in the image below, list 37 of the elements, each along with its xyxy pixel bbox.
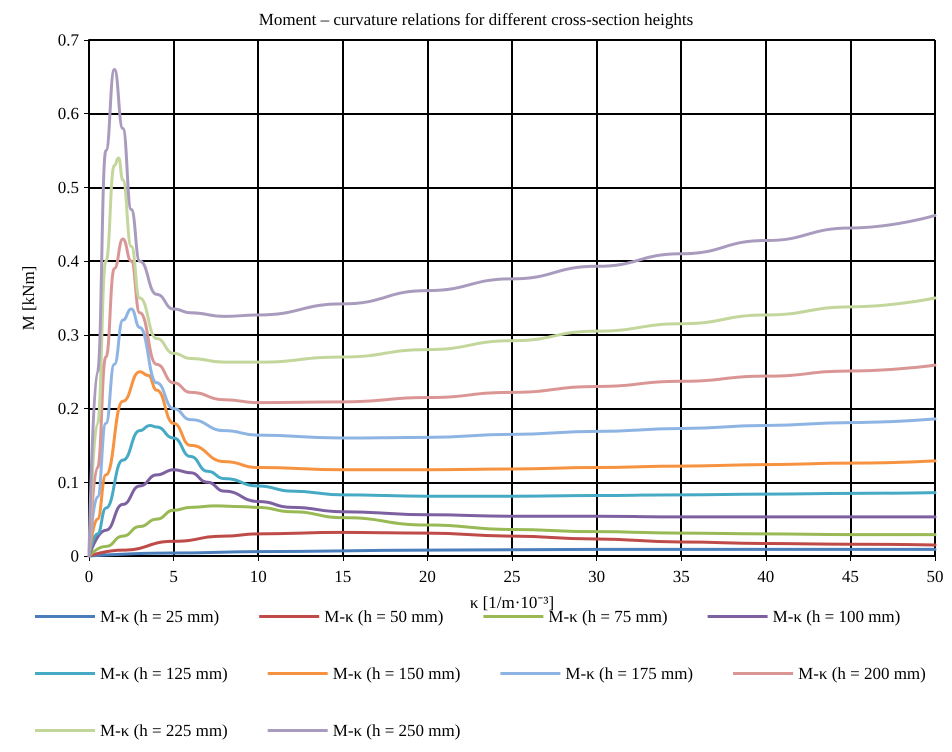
y-tick-label: 0.1 <box>58 472 79 492</box>
x-tick-label: 15 <box>334 567 352 586</box>
x-axis-title: κ [1/m·10⁻³] <box>470 593 554 612</box>
legend-label: M-κ (h = 125 mm) <box>100 664 228 683</box>
y-tick-label: 0.2 <box>58 399 79 418</box>
y-tick-label: 0 <box>70 546 79 566</box>
legend-label: M-κ (h = 175 mm) <box>565 664 694 683</box>
legend-label: M-κ (h = 25 mm) <box>100 607 220 626</box>
x-tick-label: 0 <box>84 567 94 586</box>
x-tick-label: 40 <box>757 567 774 586</box>
legend-label: M-κ (h = 50 mm) <box>324 607 444 626</box>
y-tick-label: 0.4 <box>58 252 80 271</box>
legend-label: M-κ (h = 250 mm) <box>332 721 460 740</box>
line-series <box>88 504 936 558</box>
y-axis-title: M [kNm] <box>19 266 38 330</box>
x-tick-label: 50 <box>926 567 944 586</box>
y-tick-label: 0.3 <box>58 325 79 344</box>
x-tick-label: 35 <box>672 567 690 586</box>
chart-title: Moment – curvature relations for different cross-section heights <box>258 10 694 29</box>
line-series <box>88 424 936 558</box>
line-series <box>88 548 936 558</box>
legend-label: M-κ (h = 200 mm) <box>798 664 926 683</box>
x-tick-label: 25 <box>504 567 520 586</box>
y-tick-label: 0.5 <box>58 178 79 197</box>
legend-label: M-κ (h = 150 mm) <box>332 664 460 683</box>
y-tick-label: 0.6 <box>58 104 79 124</box>
x-tick-label: 10 <box>250 567 267 586</box>
y-tick-label: 0.7 <box>58 30 80 50</box>
line-series <box>88 68 936 558</box>
line-series <box>88 530 936 558</box>
x-tick-label: 5 <box>169 567 178 586</box>
x-tick-label: 45 <box>842 567 859 586</box>
legend-label: M-κ (h = 225 mm) <box>100 721 228 740</box>
line-series <box>88 468 936 558</box>
x-tick-label: 30 <box>588 567 606 586</box>
x-tick-label: 20 <box>418 567 436 586</box>
legend-label: M-κ (h = 100 mm) <box>772 607 900 626</box>
